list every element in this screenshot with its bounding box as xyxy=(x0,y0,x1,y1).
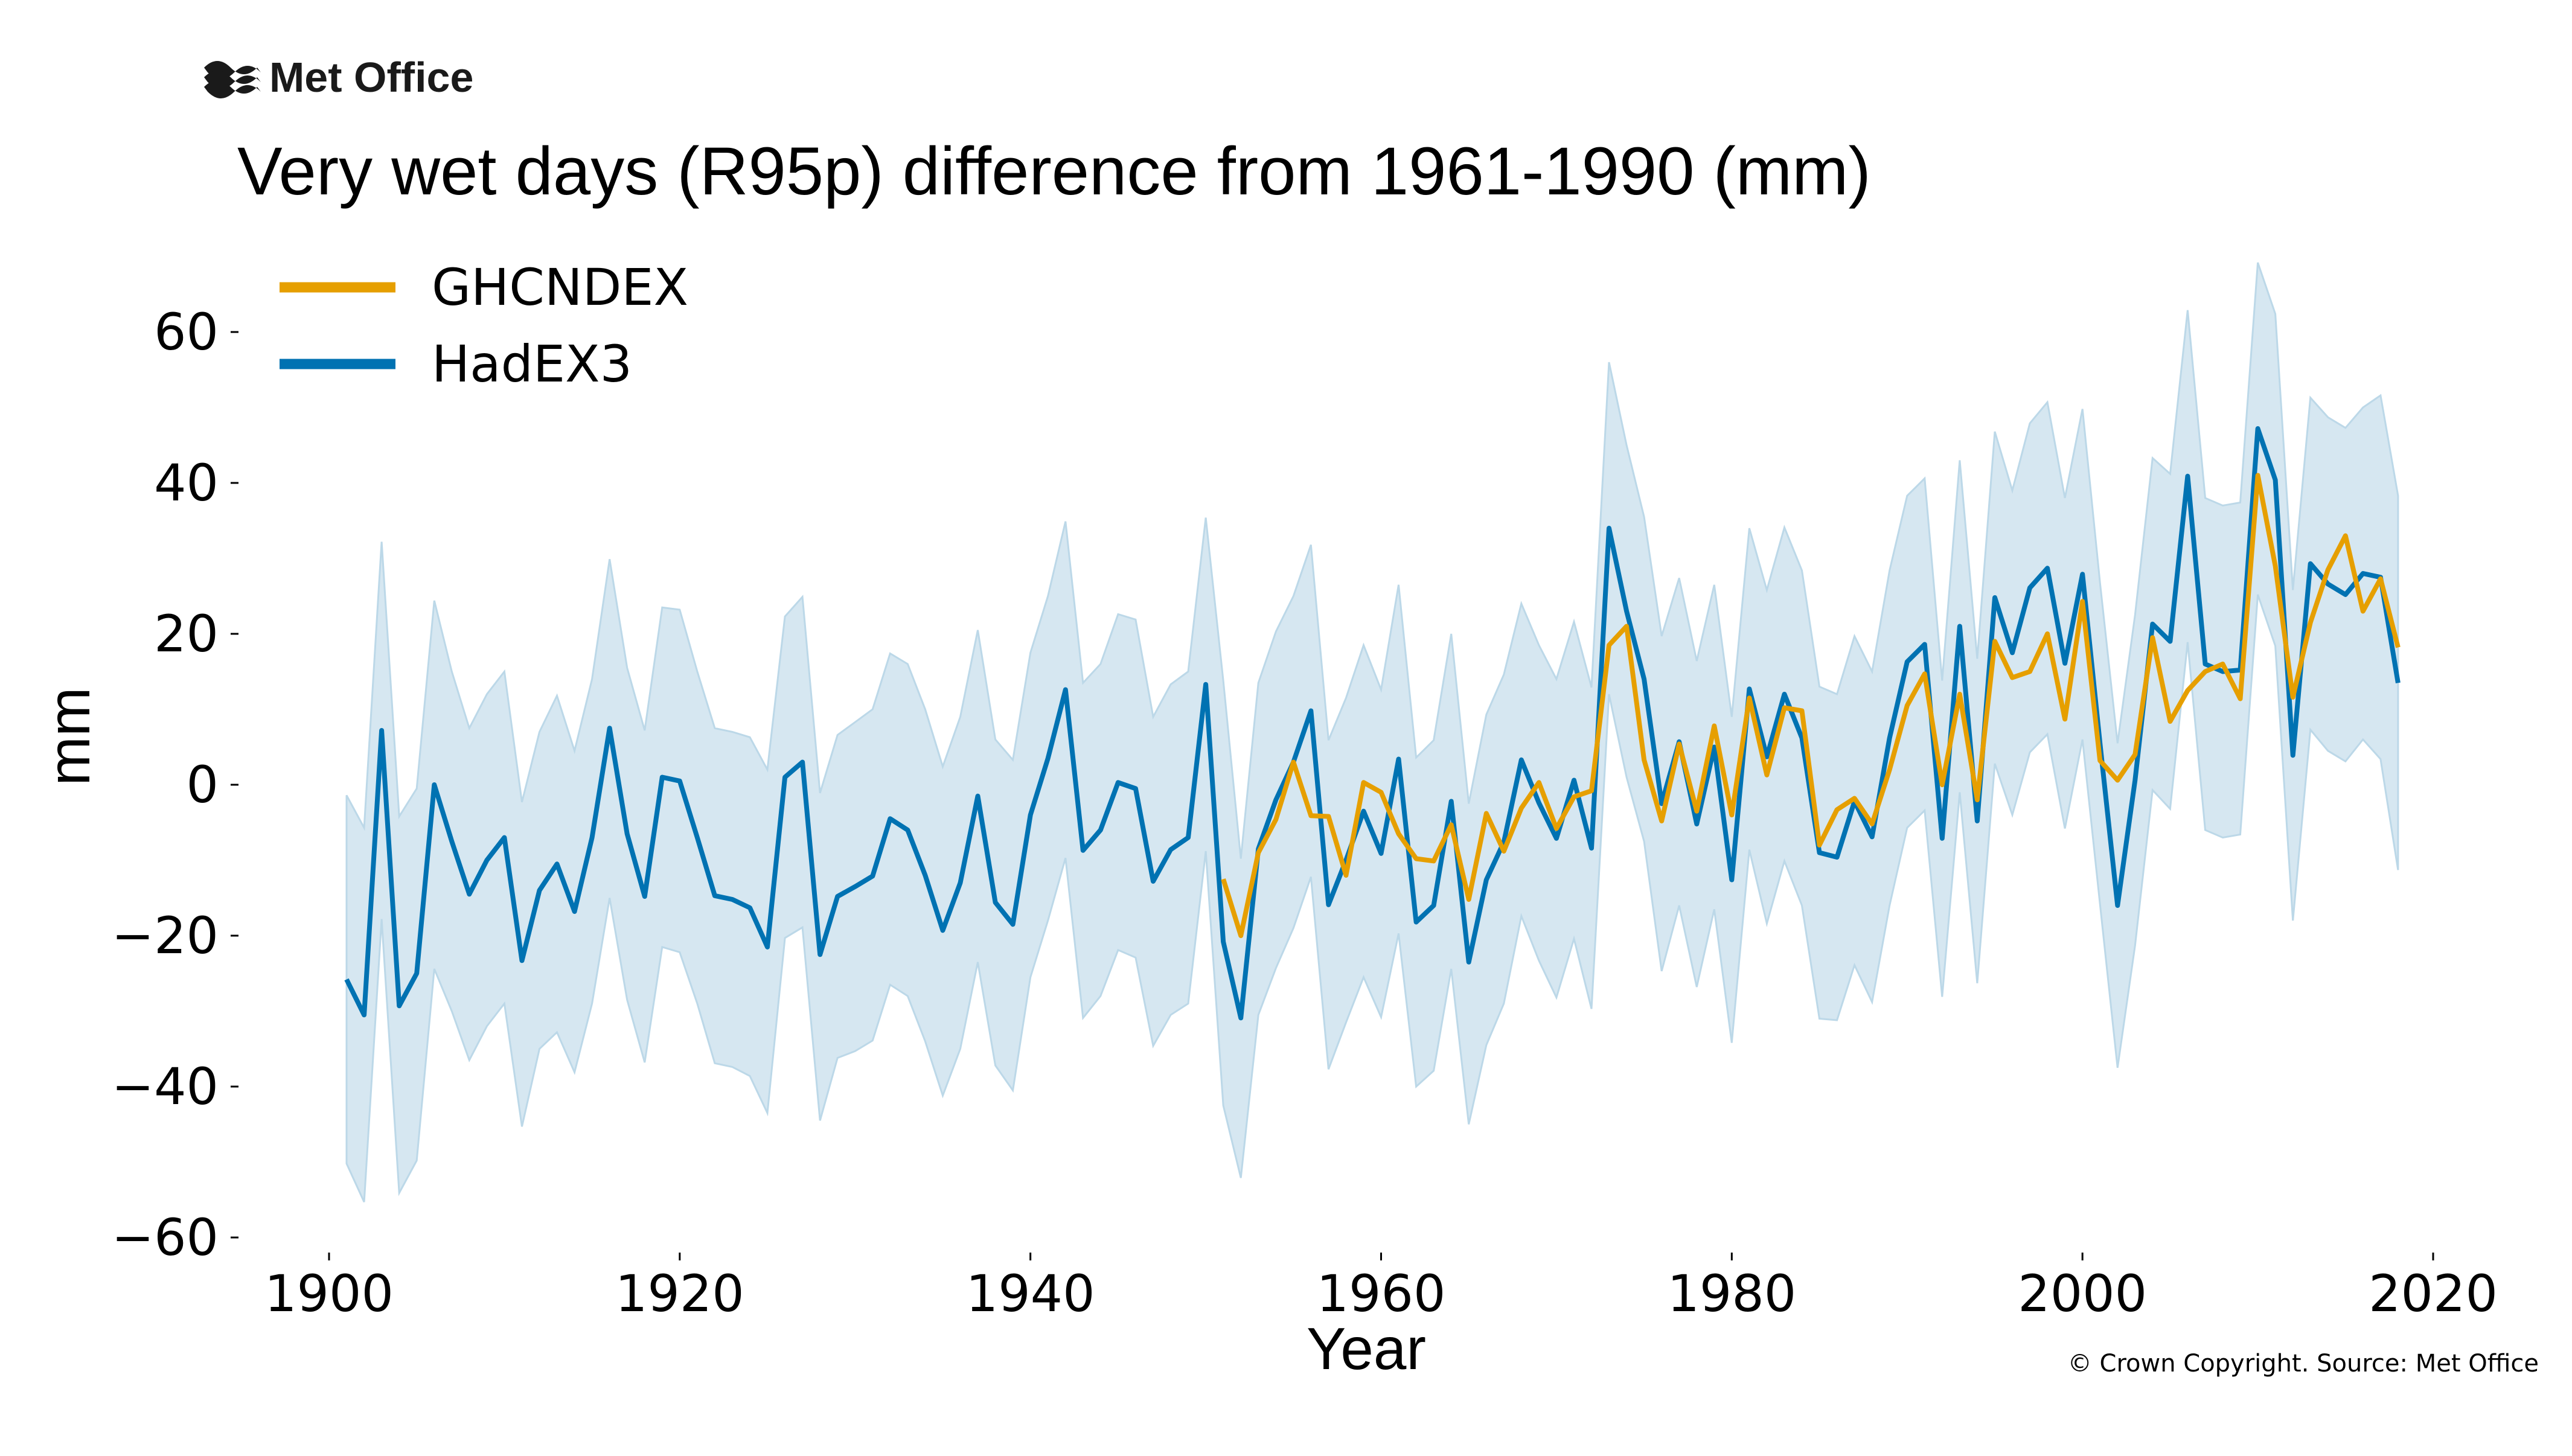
x-tick-label: 2020 xyxy=(2369,1264,2498,1323)
y-tick-label: 60 xyxy=(154,302,219,362)
y-tick-label: −20 xyxy=(112,906,219,965)
y-axis: −60 −40 −20 0 20 40 60 xyxy=(112,302,238,1267)
met-office-logo: Met Office xyxy=(204,54,473,101)
y-tick-label: 20 xyxy=(154,604,219,663)
logo-text: Met Office xyxy=(269,54,473,101)
uncertainty-band xyxy=(345,262,2399,1202)
x-tick-label: 2000 xyxy=(2018,1264,2147,1323)
legend-label-hadex3: HadEX3 xyxy=(432,334,632,394)
x-tick-label: 1900 xyxy=(264,1264,394,1323)
series-line-hadex3 xyxy=(344,426,2401,1021)
x-tick-label: 1980 xyxy=(1667,1264,1796,1323)
chart-title: Very wet days (R95p) difference from 196… xyxy=(237,133,1871,209)
x-axis: 1900 1920 1940 1960 1980 2000 2020 xyxy=(264,1253,2498,1323)
copyright-note: © Crown Copyright. Source: Met Office xyxy=(2068,1350,2539,1378)
x-tick-label: 1960 xyxy=(1317,1264,1446,1323)
legend-label-ghcndex: GHCNDEX xyxy=(432,258,688,317)
series-line-ghcndex xyxy=(1221,473,2401,938)
legend: GHCNDEX HadEX3 xyxy=(280,258,688,394)
met-office-waves-icon xyxy=(204,61,261,98)
y-tick-label: −40 xyxy=(112,1057,219,1116)
x-tick-label: 1920 xyxy=(615,1264,744,1323)
y-axis-label: mm xyxy=(36,687,102,785)
y-tick-label: 0 xyxy=(187,755,219,814)
x-axis-label: Year xyxy=(1307,1315,1426,1382)
y-tick-label: 40 xyxy=(154,453,219,512)
y-tick-label: −60 xyxy=(112,1208,219,1267)
x-tick-label: 1940 xyxy=(966,1264,1095,1323)
